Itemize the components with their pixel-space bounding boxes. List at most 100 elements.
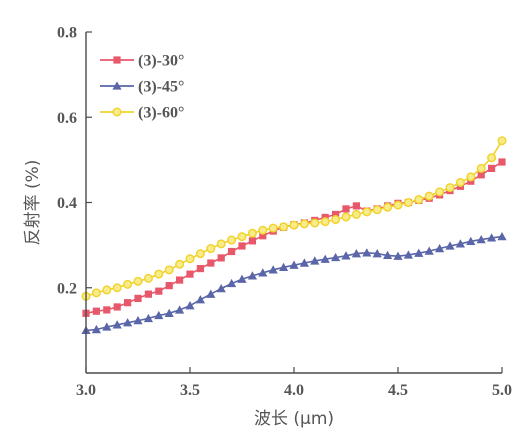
legend-label: (3)-30° — [138, 53, 184, 70]
data-point — [155, 287, 163, 295]
data-point — [332, 210, 340, 219]
data-point — [175, 259, 185, 269]
legend: (3)-30° (3)-45° (3)-60° — [100, 53, 184, 122]
data-point — [445, 183, 455, 193]
data-point — [113, 303, 121, 311]
data-point — [186, 270, 194, 278]
axes-layer: 0.2 0.4 0.6 0.8 3.0 3.5 4.0 4.5 5.0 — [57, 25, 512, 400]
data-point — [497, 136, 507, 146]
data-point — [289, 220, 299, 230]
data-point — [403, 197, 413, 207]
data-point — [185, 254, 195, 264]
data-point — [466, 172, 476, 182]
data-point — [227, 278, 237, 288]
data-point — [393, 251, 403, 260]
data-point — [351, 209, 361, 219]
data-point — [237, 232, 247, 242]
data-point — [143, 313, 153, 323]
data-point — [228, 247, 236, 256]
y-tick-label: 0.6 — [57, 110, 77, 127]
y-tick-label: 0.4 — [57, 195, 77, 212]
data-point — [206, 244, 216, 254]
data-point — [476, 234, 486, 244]
data-point — [383, 250, 393, 260]
data-point — [299, 258, 309, 267]
data-point — [455, 239, 465, 248]
data-point — [124, 299, 132, 307]
data-point — [227, 235, 237, 245]
data-point — [123, 318, 133, 327]
data-point — [195, 295, 205, 304]
data-point — [134, 294, 142, 303]
data-point — [351, 249, 361, 258]
data-point — [331, 215, 341, 225]
data-point — [435, 243, 445, 253]
data-point — [123, 279, 133, 289]
data-point — [455, 177, 465, 187]
y-tick-label: 0.8 — [57, 25, 77, 42]
data-point — [289, 260, 299, 269]
x-axis-title: 波长 (μm) — [254, 409, 334, 429]
y-axis-title: 反射率 (%) — [23, 160, 43, 246]
legend-marker — [112, 107, 122, 117]
legend-item-3: (3)-60° — [100, 105, 184, 122]
data-point — [372, 249, 382, 258]
data-point — [498, 158, 506, 166]
legend-item-1: (3)-30° — [100, 53, 184, 70]
data-point — [331, 252, 341, 262]
data-point — [341, 251, 351, 260]
data-point — [143, 273, 153, 283]
data-point — [299, 219, 309, 229]
data-point — [196, 264, 204, 273]
data-point — [207, 259, 215, 267]
data-point — [195, 249, 205, 259]
series-line — [85, 140, 503, 298]
data-point — [154, 269, 164, 279]
data-point — [424, 191, 434, 201]
series-2 — [81, 232, 507, 335]
data-point — [320, 217, 330, 227]
data-point — [92, 307, 100, 315]
series-1 — [82, 158, 506, 317]
x-tick-label: 3.0 — [76, 382, 96, 399]
data-point — [112, 283, 122, 293]
data-point — [258, 225, 268, 235]
data-point — [248, 237, 256, 245]
data-point — [175, 305, 185, 314]
data-point — [237, 274, 247, 283]
data-point — [310, 218, 320, 228]
data-point — [133, 276, 143, 286]
data-point — [424, 246, 434, 255]
data-point — [247, 271, 257, 280]
data-point — [103, 306, 111, 314]
data-point — [383, 202, 393, 212]
data-point — [102, 285, 112, 295]
data-point — [259, 232, 267, 240]
data-point — [279, 262, 289, 271]
data-point — [91, 324, 101, 334]
data-point — [216, 239, 226, 249]
data-point — [238, 242, 246, 250]
data-point — [362, 248, 372, 257]
data-point — [176, 276, 184, 284]
legend-marker — [112, 81, 122, 90]
data-point — [279, 222, 289, 232]
data-point — [185, 301, 195, 310]
data-point — [164, 308, 174, 318]
x-tick-label: 5.0 — [492, 382, 512, 399]
data-point — [476, 163, 486, 173]
data-point — [487, 153, 497, 163]
data-point — [477, 171, 485, 179]
data-point — [206, 289, 216, 298]
data-point — [91, 288, 101, 298]
data-point — [342, 205, 350, 213]
data-point — [133, 315, 143, 325]
data-point — [217, 254, 225, 262]
data-point — [268, 265, 278, 274]
data-point — [144, 290, 152, 298]
data-point — [154, 310, 164, 320]
data-point — [165, 282, 173, 290]
data-point — [112, 320, 122, 329]
data-point — [258, 268, 268, 277]
